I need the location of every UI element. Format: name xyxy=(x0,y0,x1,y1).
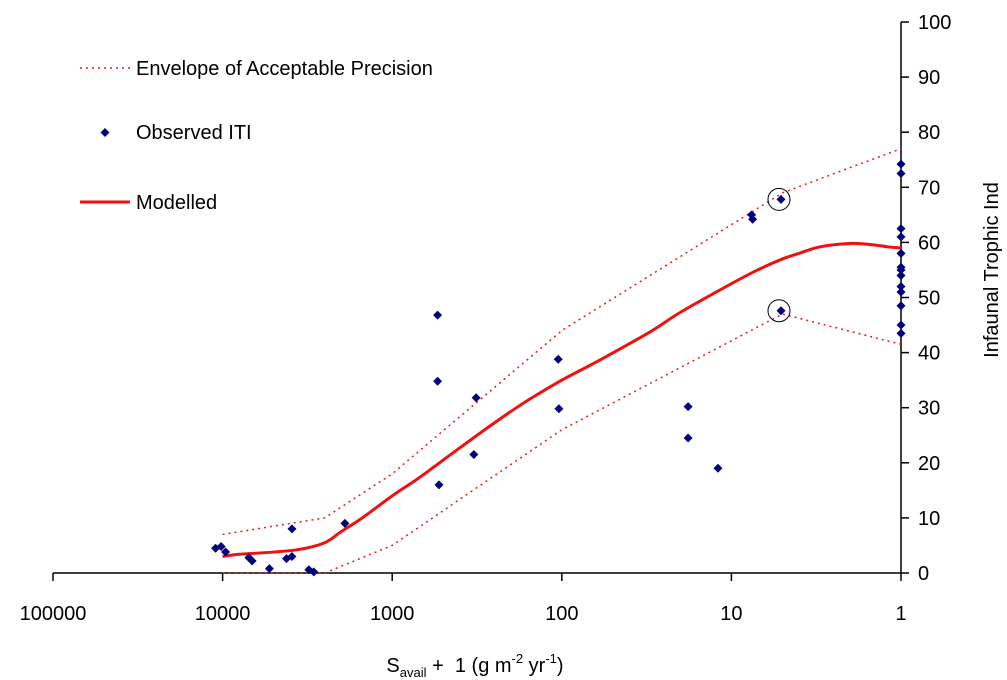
axes: 100000 10000 1000 100 10 1 0 10 20 30 40 50 60 70 80 9… xyxy=(20,12,952,625)
x-axis-title-mid: + 1 (g m xyxy=(427,655,512,677)
observed-point xyxy=(287,524,297,534)
observed-point xyxy=(896,248,906,258)
annotation-circle xyxy=(767,187,791,211)
y-tick-label: 90 xyxy=(918,67,940,89)
y-tick-label: 80 xyxy=(918,122,940,144)
y-tick-label: 100 xyxy=(918,12,951,34)
observed-point xyxy=(896,232,906,242)
y-tick-label: 0 xyxy=(918,563,929,585)
observed-point xyxy=(896,159,906,169)
observed-point xyxy=(287,551,297,561)
observed-point xyxy=(216,542,226,552)
observed-point xyxy=(340,518,350,528)
observed-point xyxy=(896,265,906,275)
observed-point xyxy=(554,404,564,414)
y-tick-label: 30 xyxy=(918,398,940,420)
observed-point xyxy=(776,194,786,204)
x-axis-title-sup1: -2 xyxy=(512,651,524,666)
observed-point xyxy=(683,402,693,412)
x-tick-label: 1 xyxy=(895,603,906,625)
envelope-lower-line xyxy=(222,313,902,574)
x-axis-title-sub: avail xyxy=(400,665,427,680)
envelope-upper-line xyxy=(222,148,902,536)
y-axis-title: Infaunal Trophic Ind xyxy=(981,182,1003,358)
observed-point xyxy=(264,564,274,574)
observed-point xyxy=(896,320,906,330)
legend-observed-swatch xyxy=(100,128,110,137)
observed-point xyxy=(896,287,906,297)
observed-points xyxy=(211,159,906,577)
x-tick-label: 100000 xyxy=(20,603,87,625)
x-tick-label: 10 xyxy=(720,603,742,625)
observed-point xyxy=(683,433,693,443)
x-axis-title-main: S xyxy=(386,655,399,677)
observed-point xyxy=(776,306,786,316)
observed-point xyxy=(553,354,563,364)
x-axis-title-end: ) xyxy=(557,655,564,677)
observed-point xyxy=(434,480,444,490)
observed-point xyxy=(713,463,723,473)
observed-point xyxy=(748,214,758,224)
observed-point xyxy=(896,301,906,311)
x-tick-label: 1000 xyxy=(370,603,415,625)
y-tick-label: 10 xyxy=(918,508,940,530)
x-tick-label: 100 xyxy=(545,603,578,625)
x-axis-title-sup2: -1 xyxy=(545,651,557,666)
annotation-circle xyxy=(767,299,791,323)
circle-annotations xyxy=(767,187,791,323)
envelope-lines xyxy=(222,148,902,574)
observed-point xyxy=(469,450,479,460)
observed-point xyxy=(471,393,481,403)
y-tick-label: 40 xyxy=(918,343,940,365)
observed-point xyxy=(247,556,257,566)
legend-envelope-label: Envelope of Acceptable Precision xyxy=(136,58,433,80)
y-tick-label: 70 xyxy=(918,177,940,199)
observed-point xyxy=(896,281,906,291)
legend-modelled-label: Modelled xyxy=(136,192,217,214)
y-ticks: 0 10 20 30 40 50 60 70 80 90 100 xyxy=(901,12,951,585)
legend-observed-label: Observed ITI xyxy=(136,122,252,144)
x-ticks: 100000 10000 1000 100 10 1 xyxy=(20,573,907,625)
observed-point xyxy=(896,328,906,338)
observed-point xyxy=(221,547,231,557)
x-axis-title-yr: yr xyxy=(523,655,546,677)
observed-point xyxy=(433,376,443,386)
x-tick-label: 10000 xyxy=(195,603,251,625)
y-tick-label: 50 xyxy=(918,288,940,310)
observed-point xyxy=(896,270,906,280)
observed-point xyxy=(309,567,319,577)
y-tick-label: 20 xyxy=(918,453,940,475)
modelled-line xyxy=(222,241,902,558)
legend: Envelope of Acceptable Precision Observe… xyxy=(80,58,433,214)
y-tick-label: 60 xyxy=(918,232,940,254)
observed-point xyxy=(896,224,906,234)
modelled-curve xyxy=(222,241,902,558)
observed-point xyxy=(896,169,906,179)
observed-point xyxy=(433,310,443,320)
x-axis-title: Savail + 1 (g m-2 yr-1) xyxy=(386,651,563,680)
